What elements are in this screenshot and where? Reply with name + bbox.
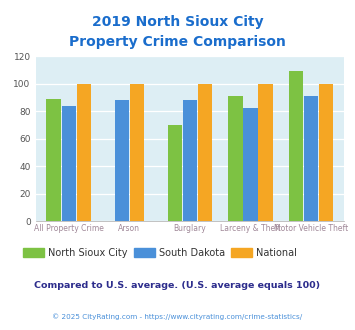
- Bar: [168, 125, 182, 221]
- Bar: [130, 83, 144, 221]
- Bar: [243, 108, 258, 221]
- Bar: [228, 96, 242, 221]
- Text: © 2025 CityRating.com - https://www.cityrating.com/crime-statistics/: © 2025 CityRating.com - https://www.city…: [53, 314, 302, 320]
- Bar: [289, 71, 303, 221]
- Bar: [319, 83, 333, 221]
- Text: Compared to U.S. average. (U.S. average equals 100): Compared to U.S. average. (U.S. average …: [34, 281, 321, 290]
- Bar: [47, 99, 61, 221]
- Bar: [198, 83, 212, 221]
- Legend: North Sioux City, South Dakota, National: North Sioux City, South Dakota, National: [19, 244, 301, 262]
- Bar: [183, 100, 197, 221]
- Bar: [304, 96, 318, 221]
- Bar: [258, 83, 273, 221]
- Bar: [61, 106, 76, 221]
- Text: 2019 North Sioux City: 2019 North Sioux City: [92, 15, 263, 29]
- Text: Property Crime Comparison: Property Crime Comparison: [69, 35, 286, 49]
- Bar: [115, 100, 129, 221]
- Bar: [77, 83, 91, 221]
